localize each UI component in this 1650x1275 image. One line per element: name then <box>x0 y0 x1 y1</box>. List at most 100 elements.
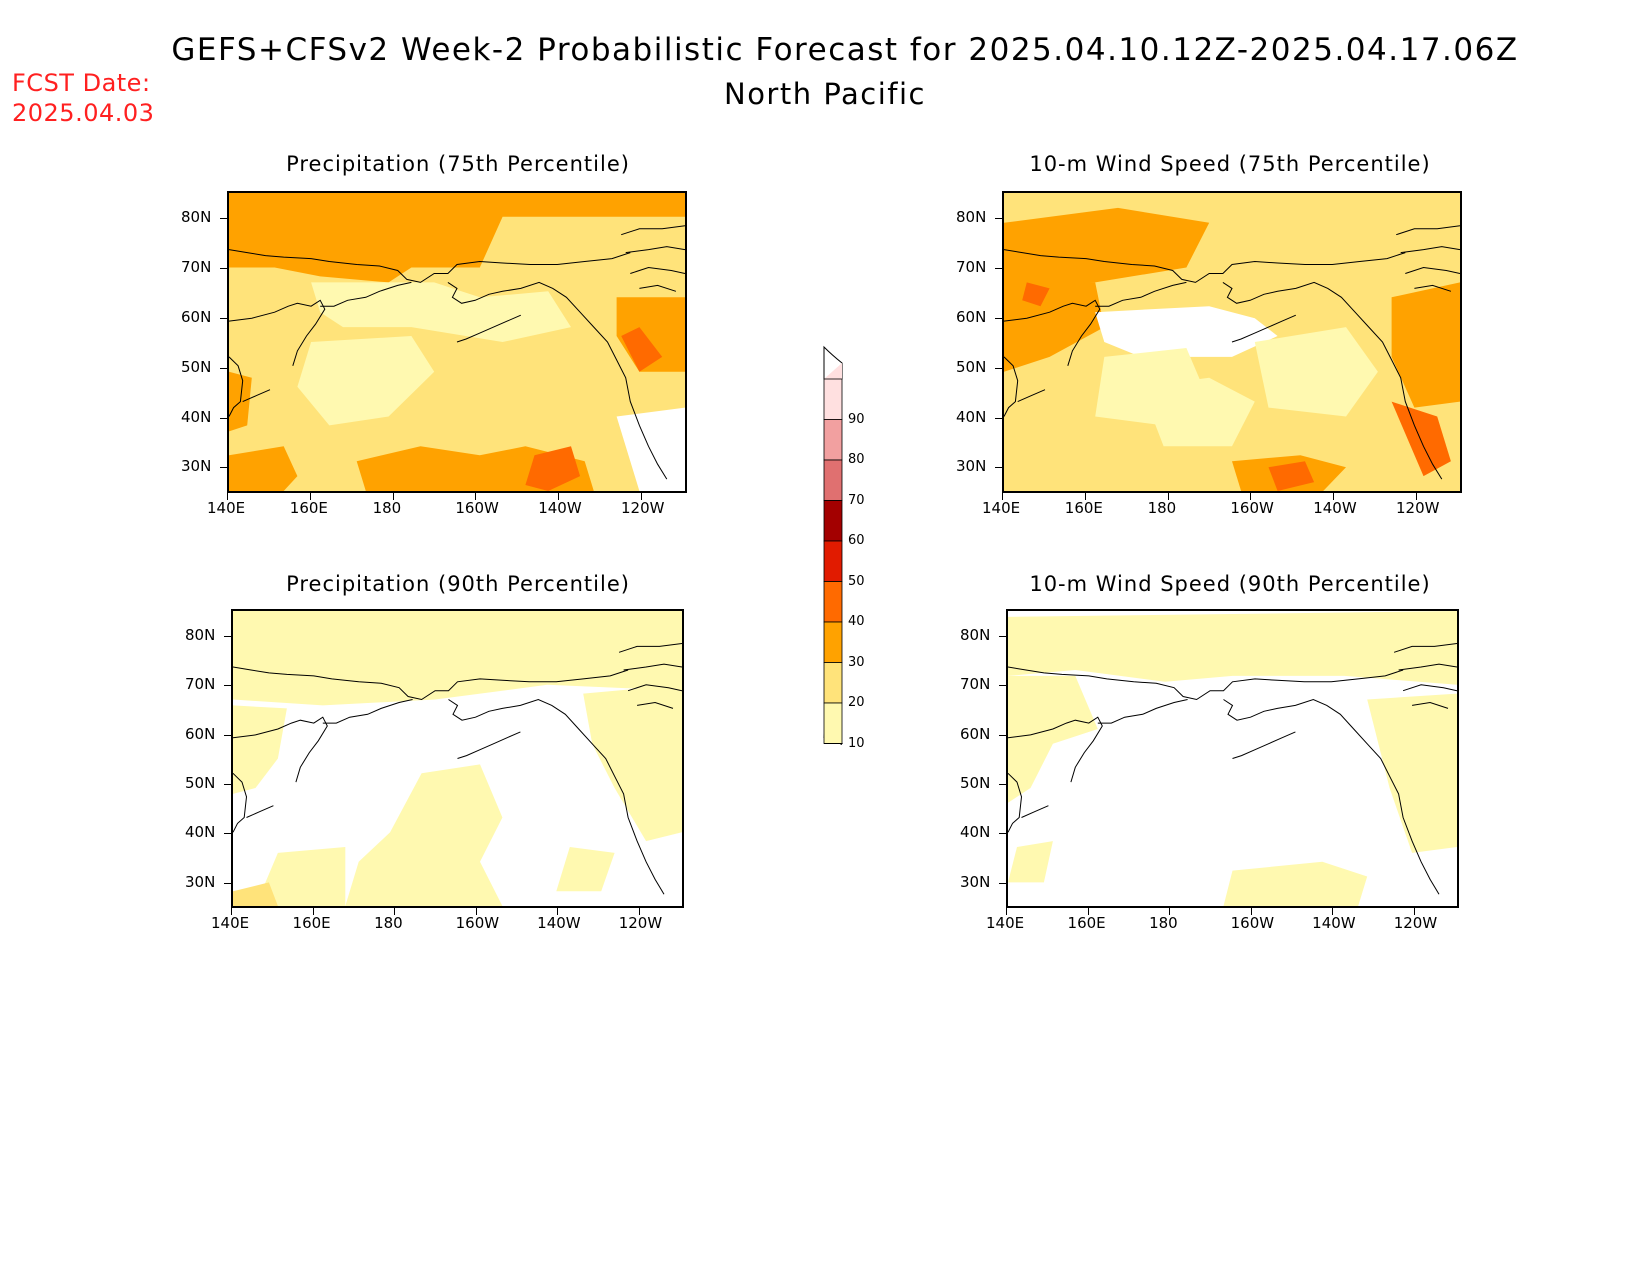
lon-tick-label: 140E <box>211 914 250 932</box>
lon-tick <box>394 908 396 915</box>
lon-tick-label: 140W <box>1312 914 1356 932</box>
panel-title-wind90: 10-m Wind Speed (90th Percentile) <box>1029 572 1431 596</box>
map-precip75 <box>227 191 687 493</box>
colorbar-swatch <box>823 581 843 623</box>
coastline <box>229 299 326 366</box>
lat-tick <box>999 833 1006 835</box>
lat-tick <box>999 635 1006 637</box>
coastline <box>1097 699 1188 724</box>
probability-region <box>229 446 298 491</box>
map-precip90 <box>231 609 684 908</box>
lat-tick <box>224 783 231 785</box>
page-subtitle: North Pacific <box>724 77 926 111</box>
lon-tick-label: 160W <box>1230 499 1274 517</box>
lat-tick-label: 80N <box>960 625 991 644</box>
lat-tick <box>999 734 1006 736</box>
colorbar-label: 50 <box>848 573 865 589</box>
lon-tick-label: 160W <box>455 914 500 932</box>
coastline <box>242 389 271 403</box>
coastline <box>623 663 682 671</box>
lat-tick-label: 70N <box>185 675 216 694</box>
coastline <box>447 281 668 480</box>
lon-tick <box>475 908 477 915</box>
colorbar-label: 40 <box>848 614 865 629</box>
lon-tick <box>1250 493 1252 500</box>
lon-tick <box>475 493 477 500</box>
coastline <box>618 643 682 653</box>
coastline <box>630 266 685 274</box>
map-wind75 <box>1002 191 1462 493</box>
probability-region <box>1008 675 1098 803</box>
colorbar: 10 20 30 40 50 60 70 80 90 <box>812 335 872 780</box>
lat-tick <box>224 833 231 835</box>
lon-tick-label: 160E <box>292 914 331 932</box>
probability-region <box>621 327 663 372</box>
coastline <box>1405 266 1460 274</box>
page-title: GEFS+CFSv2 Week-2 Probabilistic Forecast… <box>171 32 1519 68</box>
coastline <box>1223 698 1440 895</box>
colorbar-svg <box>823 345 844 780</box>
lat-tick <box>995 218 1002 220</box>
lat-tick-label: 80N <box>181 208 212 227</box>
lon-tick-label: 140W <box>537 914 581 932</box>
lon-tick-label: 140E <box>207 499 246 517</box>
lon-tick <box>392 493 394 500</box>
coastline <box>456 314 521 343</box>
probability-region <box>233 705 287 794</box>
coastline <box>320 281 412 307</box>
lat-tick <box>220 367 227 369</box>
coastline <box>1004 356 1019 417</box>
forecast-date-value: 2025.04.03 <box>12 99 155 127</box>
lon-tick-label: 180 <box>374 914 403 932</box>
forecast-date-label: FCST Date: <box>12 69 151 97</box>
colorbar-swatch <box>823 500 843 542</box>
lon-tick <box>231 908 232 915</box>
lon-tick <box>1333 493 1335 500</box>
colorbar-label: 30 <box>848 654 865 670</box>
lon-tick <box>1332 908 1334 915</box>
lat-tick <box>999 882 1006 884</box>
lon-tick <box>558 493 560 500</box>
probability-region <box>345 764 503 906</box>
coastline <box>1095 281 1187 307</box>
map-svg-precip75 <box>229 193 685 491</box>
lat-tick-label: 60N <box>956 307 987 326</box>
colorbar-label: 60 <box>848 533 865 548</box>
probability-region <box>1391 282 1460 408</box>
lat-tick <box>220 467 227 469</box>
probability-region <box>556 847 615 892</box>
probability-region <box>1004 207 1210 283</box>
colorbar-label: 70 <box>848 492 865 508</box>
coastline <box>233 716 328 783</box>
probability-region <box>233 611 682 706</box>
lat-tick <box>999 685 1006 687</box>
probability-region <box>255 847 346 906</box>
lat-tick-label: 50N <box>960 773 991 792</box>
probability-region <box>583 684 682 842</box>
lon-tick-label: 140W <box>538 499 582 517</box>
lat-tick <box>995 467 1002 469</box>
lon-tick <box>1169 908 1171 915</box>
colorbar-swatch <box>823 540 843 582</box>
lon-tick-label: 120W <box>1393 914 1438 932</box>
coastline <box>621 225 685 236</box>
lat-tick <box>220 218 227 220</box>
colorbar-label: 20 <box>848 695 865 710</box>
probability-region <box>1022 282 1050 307</box>
probability-region <box>1095 306 1278 357</box>
lat-tick <box>995 268 1002 269</box>
lon-tick <box>641 493 642 500</box>
coastline <box>625 246 685 254</box>
lat-tick-label: 70N <box>181 258 212 276</box>
probability-region <box>1008 841 1053 883</box>
coastline <box>1008 772 1023 833</box>
lon-tick-label: 180 <box>372 499 402 517</box>
lat-tick-label: 40N <box>960 823 991 842</box>
coastline <box>1400 246 1460 254</box>
coastline <box>448 698 665 895</box>
lon-tick-label: 160W <box>455 499 499 517</box>
lat-tick-label: 60N <box>960 724 991 743</box>
coastline <box>1396 225 1460 236</box>
forecast-date-block: FCST Date: 2025.04.03 <box>12 68 154 128</box>
lat-tick-label: 30N <box>960 872 991 891</box>
